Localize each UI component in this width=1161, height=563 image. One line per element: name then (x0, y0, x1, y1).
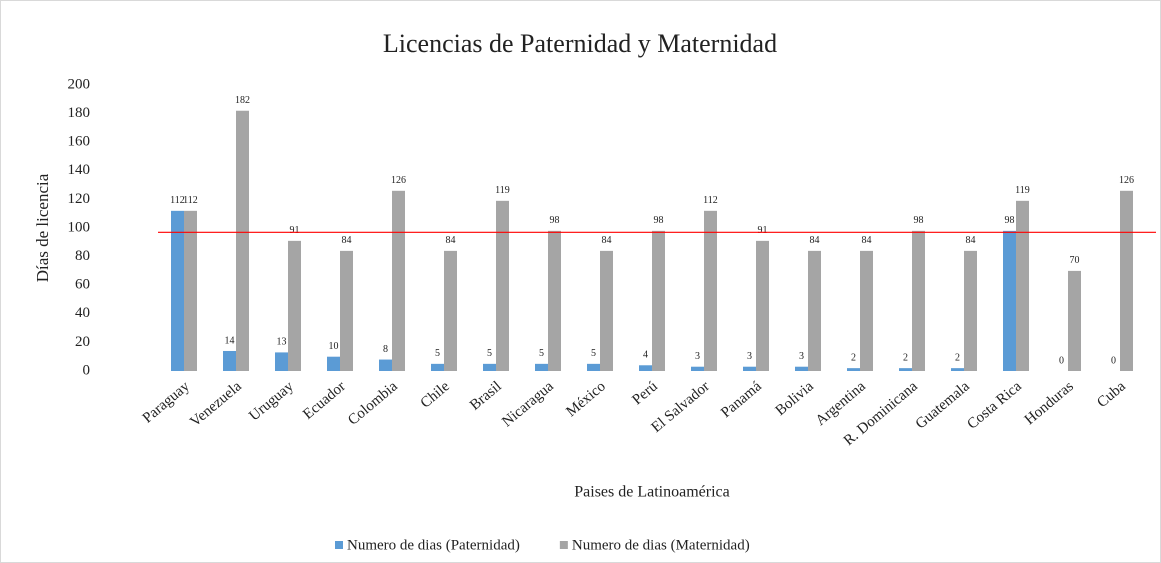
y-axis-title: Días de licencia (33, 173, 52, 282)
bar (496, 200, 509, 371)
legend-swatch (559, 541, 568, 549)
y-tick-label: 140 (68, 162, 91, 178)
y-tick-label: 100 (68, 219, 91, 235)
bar (587, 363, 600, 371)
bar (1003, 230, 1016, 371)
value-label: 70 (1070, 255, 1080, 266)
value-label: 91 (758, 225, 768, 236)
bar (184, 210, 197, 371)
value-label: 126 (391, 175, 406, 186)
bar (1120, 190, 1133, 371)
value-label: 84 (342, 235, 352, 246)
y-tick-label: 120 (68, 191, 91, 207)
value-label: 84 (602, 235, 612, 246)
value-label: 2 (955, 352, 960, 363)
bar (379, 359, 392, 371)
y-tick-label: 80 (75, 248, 90, 264)
value-label: 5 (487, 348, 492, 359)
value-label: 119 (1015, 185, 1030, 196)
value-label: 5 (591, 348, 596, 359)
bar (808, 250, 821, 371)
value-label: 3 (747, 351, 752, 362)
bar (964, 250, 977, 371)
value-label: 98 (654, 215, 664, 226)
bar (171, 210, 184, 371)
bar (756, 240, 769, 371)
legend-label: Numero de dias (Maternidad) (572, 537, 750, 553)
bar (431, 363, 444, 371)
bar (275, 352, 288, 371)
bar (1068, 270, 1081, 371)
bar (288, 240, 301, 371)
value-label: 0 (1059, 355, 1064, 366)
value-label: 3 (799, 351, 804, 362)
bar (223, 350, 236, 371)
value-label: 126 (1119, 175, 1134, 186)
bar (912, 230, 925, 371)
value-label: 3 (695, 351, 700, 362)
bar (704, 210, 717, 371)
chart-title: Licencias de Paternidad y Maternidad (383, 29, 777, 58)
value-label: 84 (446, 235, 456, 246)
bar (444, 250, 457, 371)
value-label: 5 (435, 348, 440, 359)
value-label: 98 (1005, 215, 1015, 226)
y-tick-label: 40 (75, 305, 90, 321)
y-tick-label: 180 (68, 105, 91, 121)
value-label: 13 (277, 337, 287, 348)
y-tick-label: 160 (68, 134, 91, 150)
bar (847, 368, 860, 371)
value-label: 98 (914, 215, 924, 226)
bar (535, 363, 548, 371)
y-tick-label: 200 (68, 76, 91, 92)
value-label: 2 (903, 352, 908, 363)
y-tick-label: 60 (75, 277, 90, 293)
bar (483, 363, 496, 371)
bar (639, 365, 652, 371)
bar (1016, 200, 1029, 371)
legend-label: Numero de dias (Paternidad) (347, 537, 520, 553)
bar (899, 368, 912, 371)
value-label: 84 (862, 235, 872, 246)
value-label: 119 (495, 185, 510, 196)
bar (951, 368, 964, 371)
value-label: 5 (539, 348, 544, 359)
value-label: 2 (851, 352, 856, 363)
value-label: 8 (383, 344, 388, 355)
y-tick-label: 20 (75, 334, 90, 350)
value-label: 112 (183, 195, 198, 206)
bar (691, 366, 704, 371)
bar (392, 190, 405, 371)
bar (236, 110, 249, 372)
bar (340, 250, 353, 371)
value-label: 182 (235, 95, 250, 106)
bar (600, 250, 613, 371)
bar (743, 366, 756, 371)
value-label: 112 (170, 195, 185, 206)
value-label: 84 (810, 235, 820, 246)
bar (860, 250, 873, 371)
bar (327, 356, 340, 371)
value-label: 4 (643, 350, 648, 361)
x-axis-title: Paises de Latinoamérica (574, 484, 730, 501)
bar (652, 230, 665, 371)
value-label: 84 (966, 235, 976, 246)
value-label: 91 (290, 225, 300, 236)
bar (795, 366, 808, 371)
value-label: 14 (225, 335, 235, 346)
value-label: 98 (550, 215, 560, 226)
value-label: 0 (1111, 355, 1116, 366)
y-tick-label: 0 (83, 362, 91, 378)
value-label: 10 (329, 341, 339, 352)
value-label: 112 (703, 195, 718, 206)
legend-swatch (335, 541, 343, 549)
bar (548, 230, 561, 371)
